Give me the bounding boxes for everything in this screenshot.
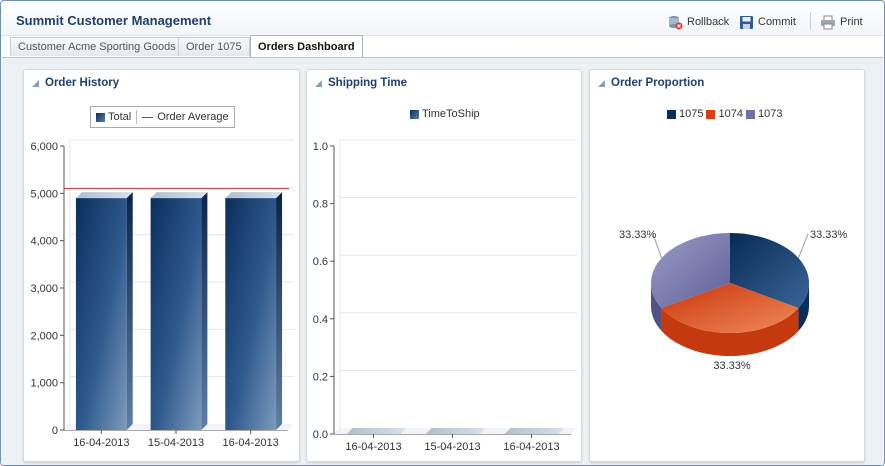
bar-top (225, 192, 283, 199)
order-history-legend: Total Order Average (90, 106, 235, 128)
y-tick-label: 0.2 (313, 371, 328, 383)
legend-swatch-1074 (706, 109, 716, 119)
pie-slice-side (798, 283, 809, 331)
legend-swatch-1075 (667, 109, 676, 119)
tab-customer-acme[interactable]: Customer Acme Sporting Goods (10, 37, 184, 56)
x-tick-label: 16-04-2013 (345, 441, 401, 452)
x-tick-label: 16-04-2013 (223, 437, 279, 449)
pie-data-label: 33.33% (619, 229, 657, 241)
pie-data-label: 33.33% (713, 360, 751, 372)
bar-top (75, 192, 133, 199)
pie-slice-side (651, 283, 662, 331)
x-tick-label: 15-04-2013 (424, 441, 480, 452)
y-tick-label: 1,000 (30, 378, 58, 390)
order-proportion-header[interactable]: Order Proportion (598, 77, 704, 89)
save-icon (739, 15, 754, 30)
bar (425, 428, 486, 434)
bar-front (225, 198, 277, 430)
bar-front (75, 198, 127, 430)
y-tick-label: 2,000 (30, 330, 58, 342)
legend-label-1074: 1074 (718, 108, 743, 120)
order-proportion-panel: Order Proportion 1075 1074 1073 33.33% 33… (589, 69, 865, 462)
shipping-time-legend: TimeToShip (410, 106, 480, 122)
toolbar-separator (810, 12, 811, 30)
y-tick-label: 1.0 (313, 141, 328, 153)
legend-swatch-1073 (745, 109, 755, 119)
order-proportion-chart: 33.33% 33.33% 33.33% (619, 229, 848, 372)
collapse-icon[interactable] (598, 79, 605, 87)
shipping-time-header[interactable]: Shipping Time (315, 77, 407, 89)
shipping-time-title: Shipping Time (328, 77, 408, 89)
bar (75, 192, 133, 430)
pie-slice-1074 (661, 283, 799, 333)
data-label-leader (652, 233, 663, 259)
tab-order-1075[interactable]: Order 1075 (178, 37, 250, 56)
bar-top (504, 428, 565, 434)
legend-line-average (142, 116, 154, 118)
collapse-icon[interactable] (32, 79, 39, 87)
page-title: Summit Customer Management (16, 13, 212, 28)
legend-label-timetoship: TimeToShip (422, 108, 480, 120)
y-tick-label: 5,000 (30, 188, 58, 200)
legend-label-total: Total (108, 111, 132, 123)
bar-front (150, 198, 202, 430)
tab-bar: Customer Acme Sporting Goods Order 1075 … (2, 35, 883, 58)
bar-top (346, 428, 407, 434)
legend-label-1073: 1073 (757, 108, 783, 120)
bar-side (126, 192, 133, 430)
tab-orders-dashboard[interactable]: Orders Dashboard (250, 35, 363, 57)
y-tick-label: 4,000 (30, 236, 58, 248)
bar (504, 428, 565, 434)
y-tick-label: 0.6 (313, 256, 328, 268)
shipping-time-chart: 0.0 0.2 0.4 0.6 0.8 1.0 16-04-2013 15-04-2013 16… (313, 139, 577, 452)
legend-swatch-total (96, 112, 105, 122)
rollback-icon (667, 14, 683, 30)
y-tick-label: 0.8 (313, 199, 328, 211)
bar-side (276, 192, 283, 430)
data-label-leader (797, 233, 809, 259)
dashboard-content: Order History Total Order Average 0 1,000… (2, 58, 883, 465)
bar-top (150, 192, 208, 199)
legend-label-average: Order Average (157, 111, 229, 123)
app-header: Summit Customer Management Rollback (2, 2, 883, 36)
bar (346, 428, 407, 434)
legend-divider (136, 110, 138, 124)
order-history-title: Order History (45, 77, 120, 89)
y-tick-label: 3,000 (30, 283, 58, 295)
order-history-panel: Order History Total Order Average 0 1,000… (23, 69, 300, 462)
bar (150, 192, 208, 430)
legend-label-1075: 1075 (679, 108, 704, 120)
commit-button[interactable]: Commit (739, 14, 796, 30)
print-button[interactable]: Print (820, 14, 863, 30)
order-proportion-title: Order Proportion (611, 77, 705, 89)
x-tick-label: 16-04-2013 (73, 437, 129, 449)
x-tick-label: 15-04-2013 (148, 437, 204, 449)
pie-slice-side (661, 308, 799, 356)
shipping-time-panel: Shipping Time TimeToShip 0.0 0.2 0.4 0.6 0.8… (306, 69, 582, 462)
pie-slice-1073 (651, 233, 730, 308)
print-label: Print (840, 16, 863, 28)
bar-top (425, 428, 486, 434)
y-tick-label: 0 (52, 425, 58, 437)
tab-divider (2, 57, 883, 58)
pie-slice-1075 (730, 233, 809, 308)
rollback-label: Rollback (687, 16, 730, 28)
order-history-header[interactable]: Order History (32, 77, 119, 89)
legend-swatch-timetoship (410, 109, 419, 119)
bar-side (201, 192, 208, 430)
y-tick-label: 6,000 (30, 141, 58, 153)
x-tick-label: 16-04-2013 (503, 441, 559, 452)
bar (225, 192, 283, 430)
printer-icon (820, 15, 836, 30)
y-tick-label: 0.4 (313, 314, 328, 326)
y-tick-label: 0.0 (313, 429, 328, 441)
commit-label: Commit (758, 16, 796, 28)
collapse-icon[interactable] (315, 79, 322, 87)
order-proportion-legend: 1075 1074 1073 (667, 106, 782, 122)
order-history-chart: 0 1,000 2,000 3,000 4,000 5,000 6,000 16-04-201… (30, 139, 294, 449)
pie-data-label: 33.33% (810, 229, 848, 241)
rollback-button[interactable]: Rollback (667, 14, 729, 30)
